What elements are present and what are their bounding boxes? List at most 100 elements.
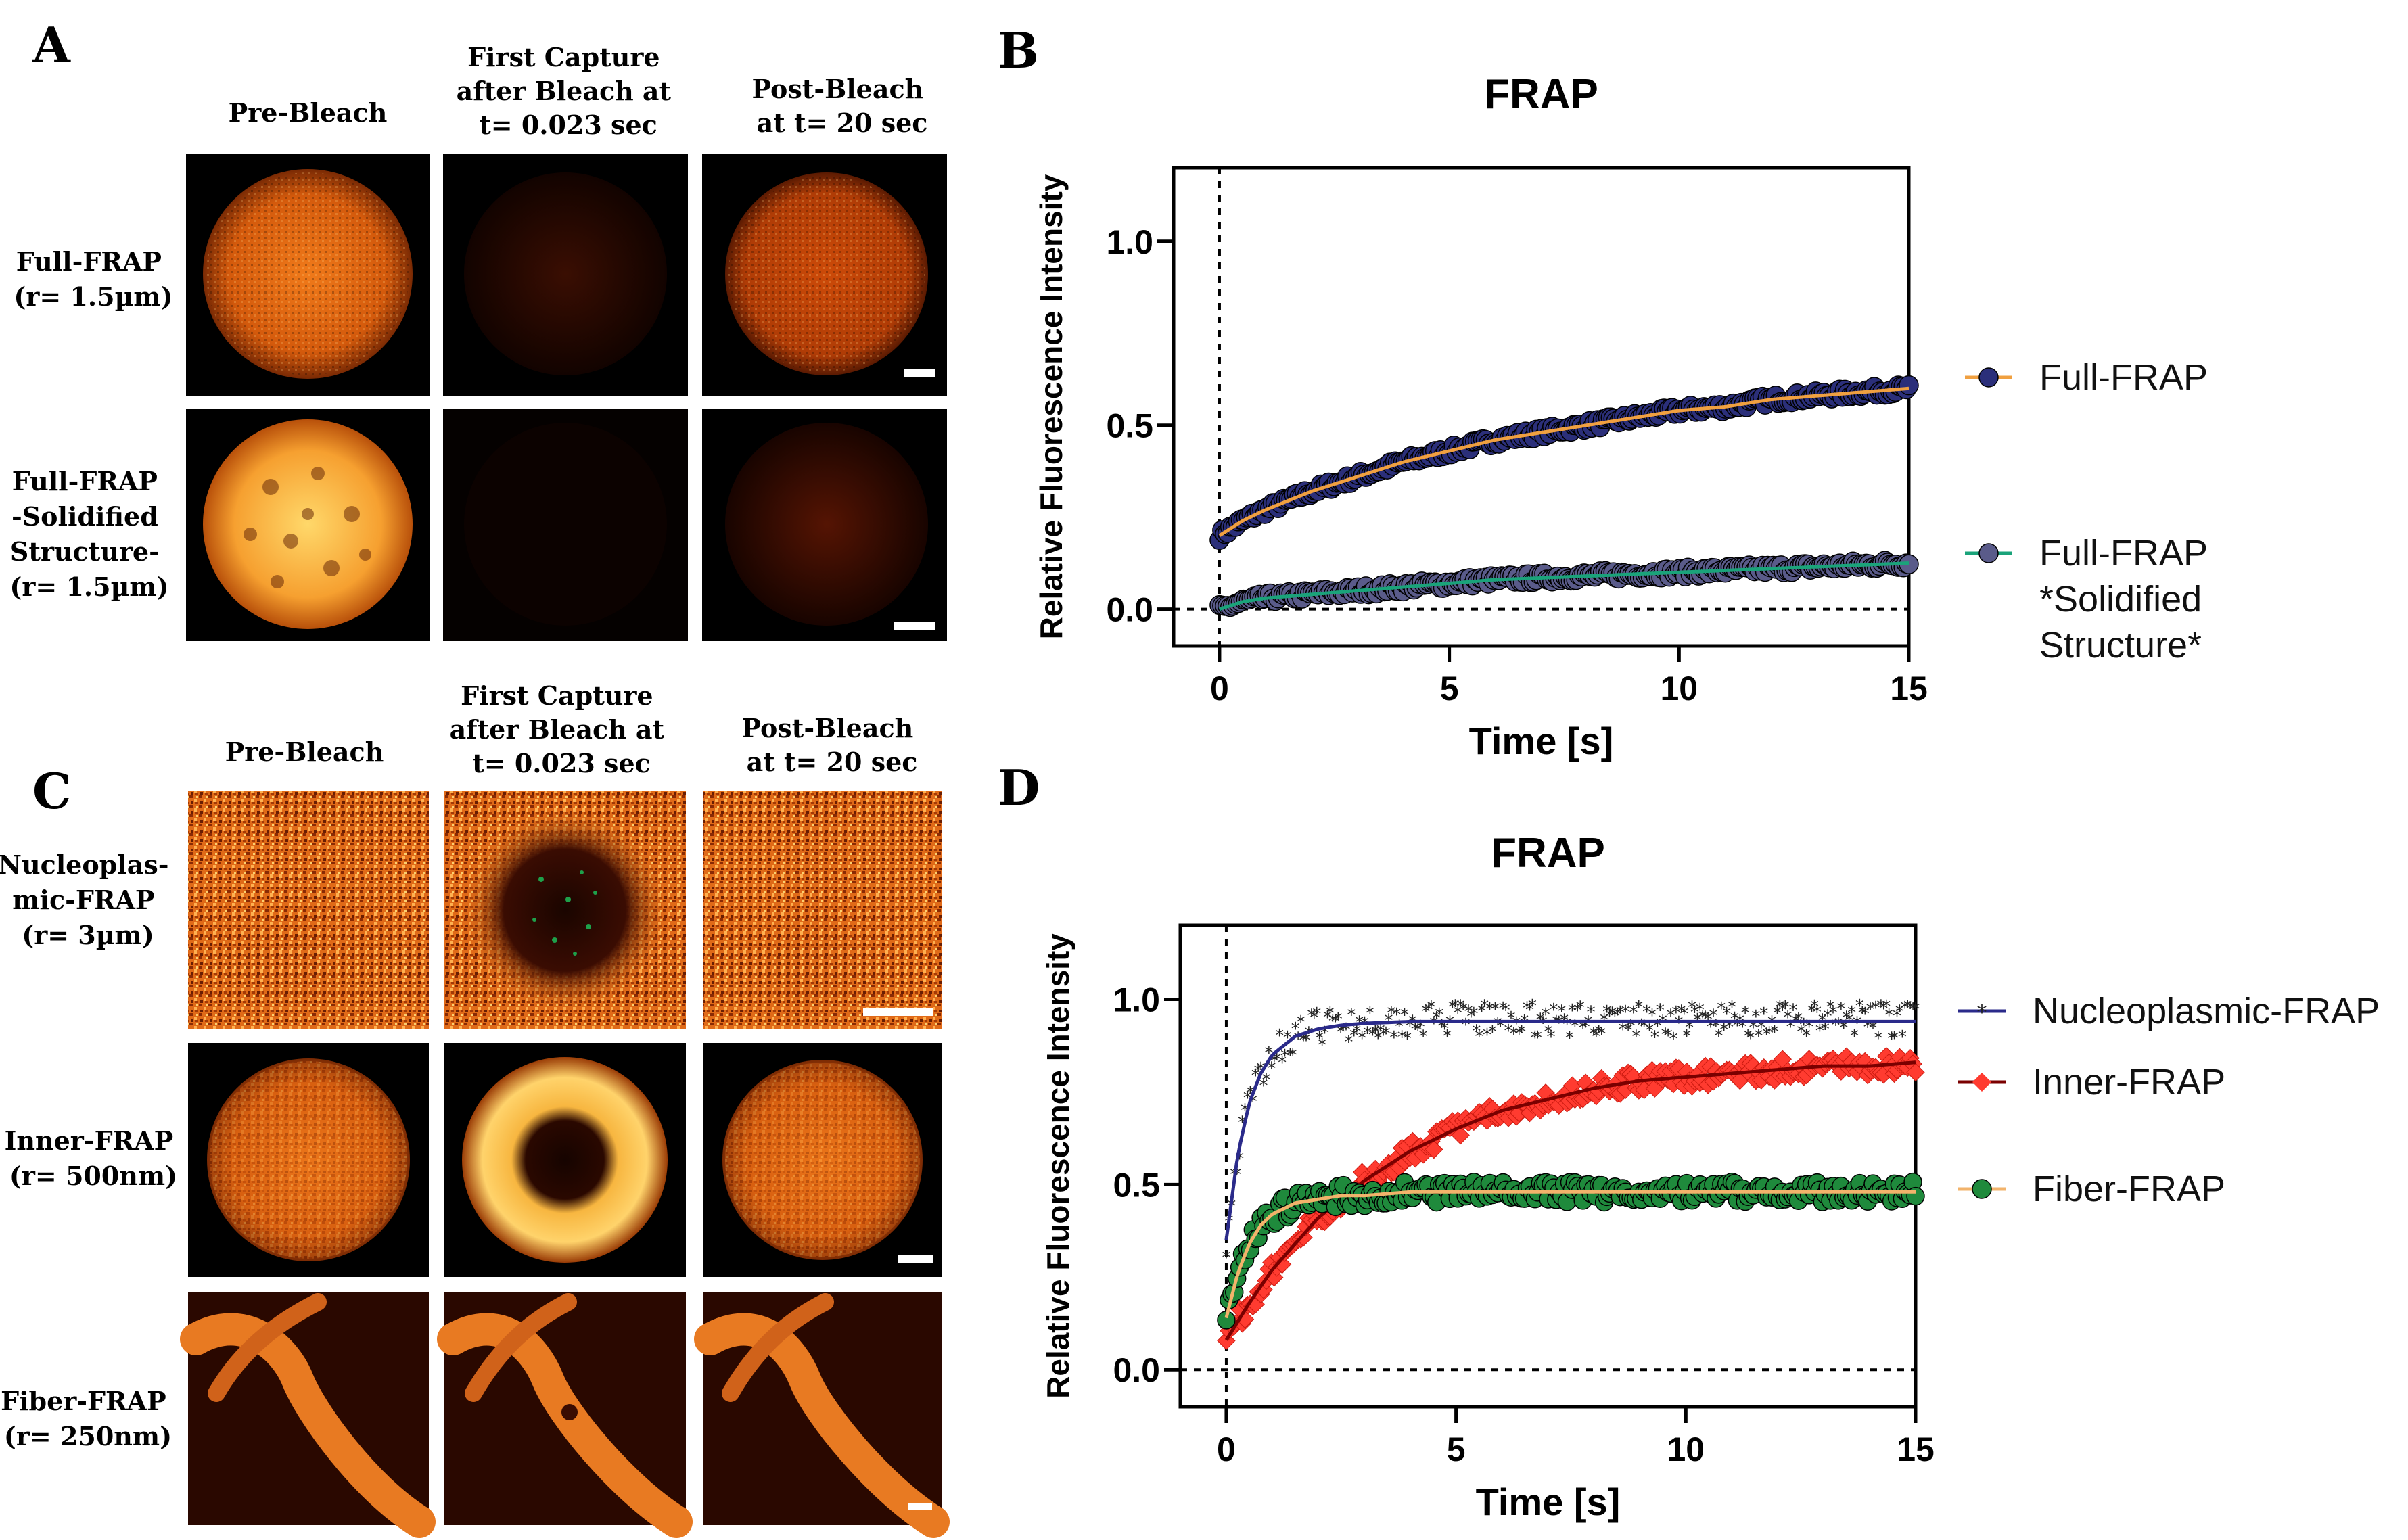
data-point: * bbox=[1259, 1076, 1268, 1096]
data-point: * bbox=[1261, 1070, 1270, 1090]
label-line: -Solidified bbox=[11, 501, 158, 532]
data-point: * bbox=[1874, 1029, 1882, 1049]
data-point: * bbox=[1602, 1002, 1611, 1023]
data-point: * bbox=[1344, 1032, 1353, 1052]
data-point: * bbox=[1387, 1003, 1395, 1023]
data-point: * bbox=[1318, 1035, 1326, 1056]
data-point: * bbox=[1815, 1021, 1824, 1042]
data-point: * bbox=[1629, 1003, 1638, 1023]
data-point: * bbox=[1349, 1026, 1358, 1046]
data-point: * bbox=[1661, 1025, 1670, 1045]
data-point: * bbox=[1906, 998, 1915, 1019]
data-point: * bbox=[1645, 1021, 1654, 1041]
data-point: * bbox=[1301, 1031, 1310, 1051]
data-point: * bbox=[1456, 996, 1465, 1017]
data-point: * bbox=[1376, 1021, 1385, 1042]
label-line: Inner-FRAP bbox=[5, 1125, 174, 1156]
row-label-full-frap-solidified: Full-FRAP -Solidified Structure- (r= 1.5… bbox=[9, 466, 168, 602]
scale-bar bbox=[908, 1503, 932, 1510]
chart-title: FRAP bbox=[1491, 830, 1605, 877]
header-line: at t= 20 sec bbox=[757, 108, 928, 138]
data-point: * bbox=[1677, 1002, 1686, 1022]
micrograph-nucleoplasmic-post bbox=[703, 791, 942, 1029]
header-line: First Capture bbox=[467, 42, 659, 72]
data-point: * bbox=[1616, 1003, 1625, 1023]
data-point: * bbox=[1861, 1004, 1870, 1025]
data-point: * bbox=[1403, 1029, 1412, 1050]
data-point: * bbox=[1310, 1008, 1318, 1029]
data-point: * bbox=[1762, 1025, 1771, 1045]
legend-label: Inner-FRAP bbox=[2033, 1062, 2225, 1102]
data-point bbox=[1217, 1331, 1236, 1351]
data-point: * bbox=[1379, 1025, 1388, 1046]
data-point: * bbox=[1619, 1020, 1627, 1040]
header-line: at t= 20 sec bbox=[747, 747, 918, 777]
y-axis-label: Relative Fluorescence Intensity bbox=[1040, 933, 1075, 1399]
data-point bbox=[1425, 1140, 1443, 1159]
legend-swatch-marker: * bbox=[1977, 1001, 1987, 1025]
header-line: Pre-Bleach bbox=[229, 97, 388, 128]
data-point: * bbox=[1472, 1022, 1481, 1042]
data-point: * bbox=[1427, 998, 1435, 1018]
legend-swatch-marker bbox=[1972, 1179, 1992, 1199]
data-point: * bbox=[1719, 1021, 1728, 1041]
micrograph-nucleoplasmic-first-capture bbox=[444, 791, 686, 1029]
micrograph-inner-pre bbox=[188, 1043, 429, 1277]
legend-label: Fiber-FRAP bbox=[2033, 1169, 2225, 1209]
data-point: * bbox=[1717, 999, 1726, 1019]
data-point: * bbox=[1882, 997, 1891, 1017]
x-tick-label: 15 bbox=[1897, 1430, 1935, 1468]
y-tick-label: 1.0 bbox=[1113, 981, 1160, 1019]
data-point: * bbox=[1656, 1001, 1665, 1021]
chart-b: FRAP 0.0 0.5 1.0 0 5 10 15 Time [s] Relative Fluo… bbox=[1034, 71, 2208, 762]
data-point: * bbox=[1424, 1000, 1433, 1021]
data-point: * bbox=[1608, 1004, 1617, 1024]
panel-letter-a: A bbox=[32, 16, 71, 74]
data-point: * bbox=[1363, 1024, 1372, 1044]
data-point: * bbox=[1222, 1248, 1230, 1268]
data-point: * bbox=[1315, 1029, 1324, 1049]
data-point: * bbox=[1898, 1027, 1907, 1048]
y-axis-label: Relative Fluorescence Intensity bbox=[1034, 174, 1069, 639]
data-point: * bbox=[1483, 1025, 1491, 1046]
scale-bar bbox=[863, 1008, 933, 1016]
data-point: * bbox=[1275, 1026, 1284, 1046]
y-tick-label: 0.0 bbox=[1106, 591, 1153, 629]
data-point bbox=[1451, 1125, 1470, 1145]
label-line: (r= 1.5µm) bbox=[14, 281, 172, 312]
header-line: after Bleach at bbox=[457, 76, 672, 106]
data-point: * bbox=[1866, 1000, 1875, 1021]
series-full-frap-solidified-structure bbox=[1209, 551, 1919, 617]
data-point: * bbox=[1781, 998, 1790, 1018]
data-point: * bbox=[1419, 1027, 1428, 1048]
x-tick-label: 5 bbox=[1440, 670, 1459, 707]
micrograph-solidified-first-capture bbox=[443, 409, 688, 641]
data-point: * bbox=[1280, 1046, 1289, 1067]
data-point bbox=[1906, 1186, 1925, 1206]
data-point: * bbox=[1576, 998, 1585, 1019]
data-point: * bbox=[1895, 1002, 1904, 1023]
label-line: Full-FRAP bbox=[16, 246, 162, 277]
label-line: (r= 1.5µm) bbox=[9, 571, 168, 602]
data-point: * bbox=[1371, 1023, 1380, 1043]
data-point bbox=[1899, 375, 1919, 396]
label-line: mic-FRAP bbox=[12, 885, 154, 915]
data-point: * bbox=[1488, 1023, 1497, 1043]
data-point: * bbox=[1539, 1013, 1548, 1033]
data-point: * bbox=[1802, 1026, 1811, 1046]
data-point: * bbox=[1701, 1008, 1710, 1028]
data-point: * bbox=[1366, 1004, 1374, 1024]
panel-a-row-labels: Full-FRAP (r= 1.5µm) Full-FRAP -Solidifi… bbox=[9, 246, 172, 602]
micrograph-fiber-post bbox=[694, 1292, 950, 1538]
data-point: * bbox=[1810, 997, 1819, 1017]
label-line: (r= 500nm) bbox=[9, 1161, 177, 1191]
data-point: * bbox=[1443, 1027, 1452, 1047]
data-point: * bbox=[1807, 1002, 1816, 1022]
data-point: * bbox=[1573, 1001, 1582, 1021]
data-point: * bbox=[1744, 1027, 1753, 1047]
data-point: * bbox=[1836, 999, 1845, 1019]
panel-b: B FRAP 0.0 0.5 1.0 0 5 10 15 Time [s] Relative Fl… bbox=[998, 22, 2208, 762]
data-point: * bbox=[1525, 1000, 1534, 1021]
legend-swatch-marker bbox=[1978, 543, 1999, 563]
